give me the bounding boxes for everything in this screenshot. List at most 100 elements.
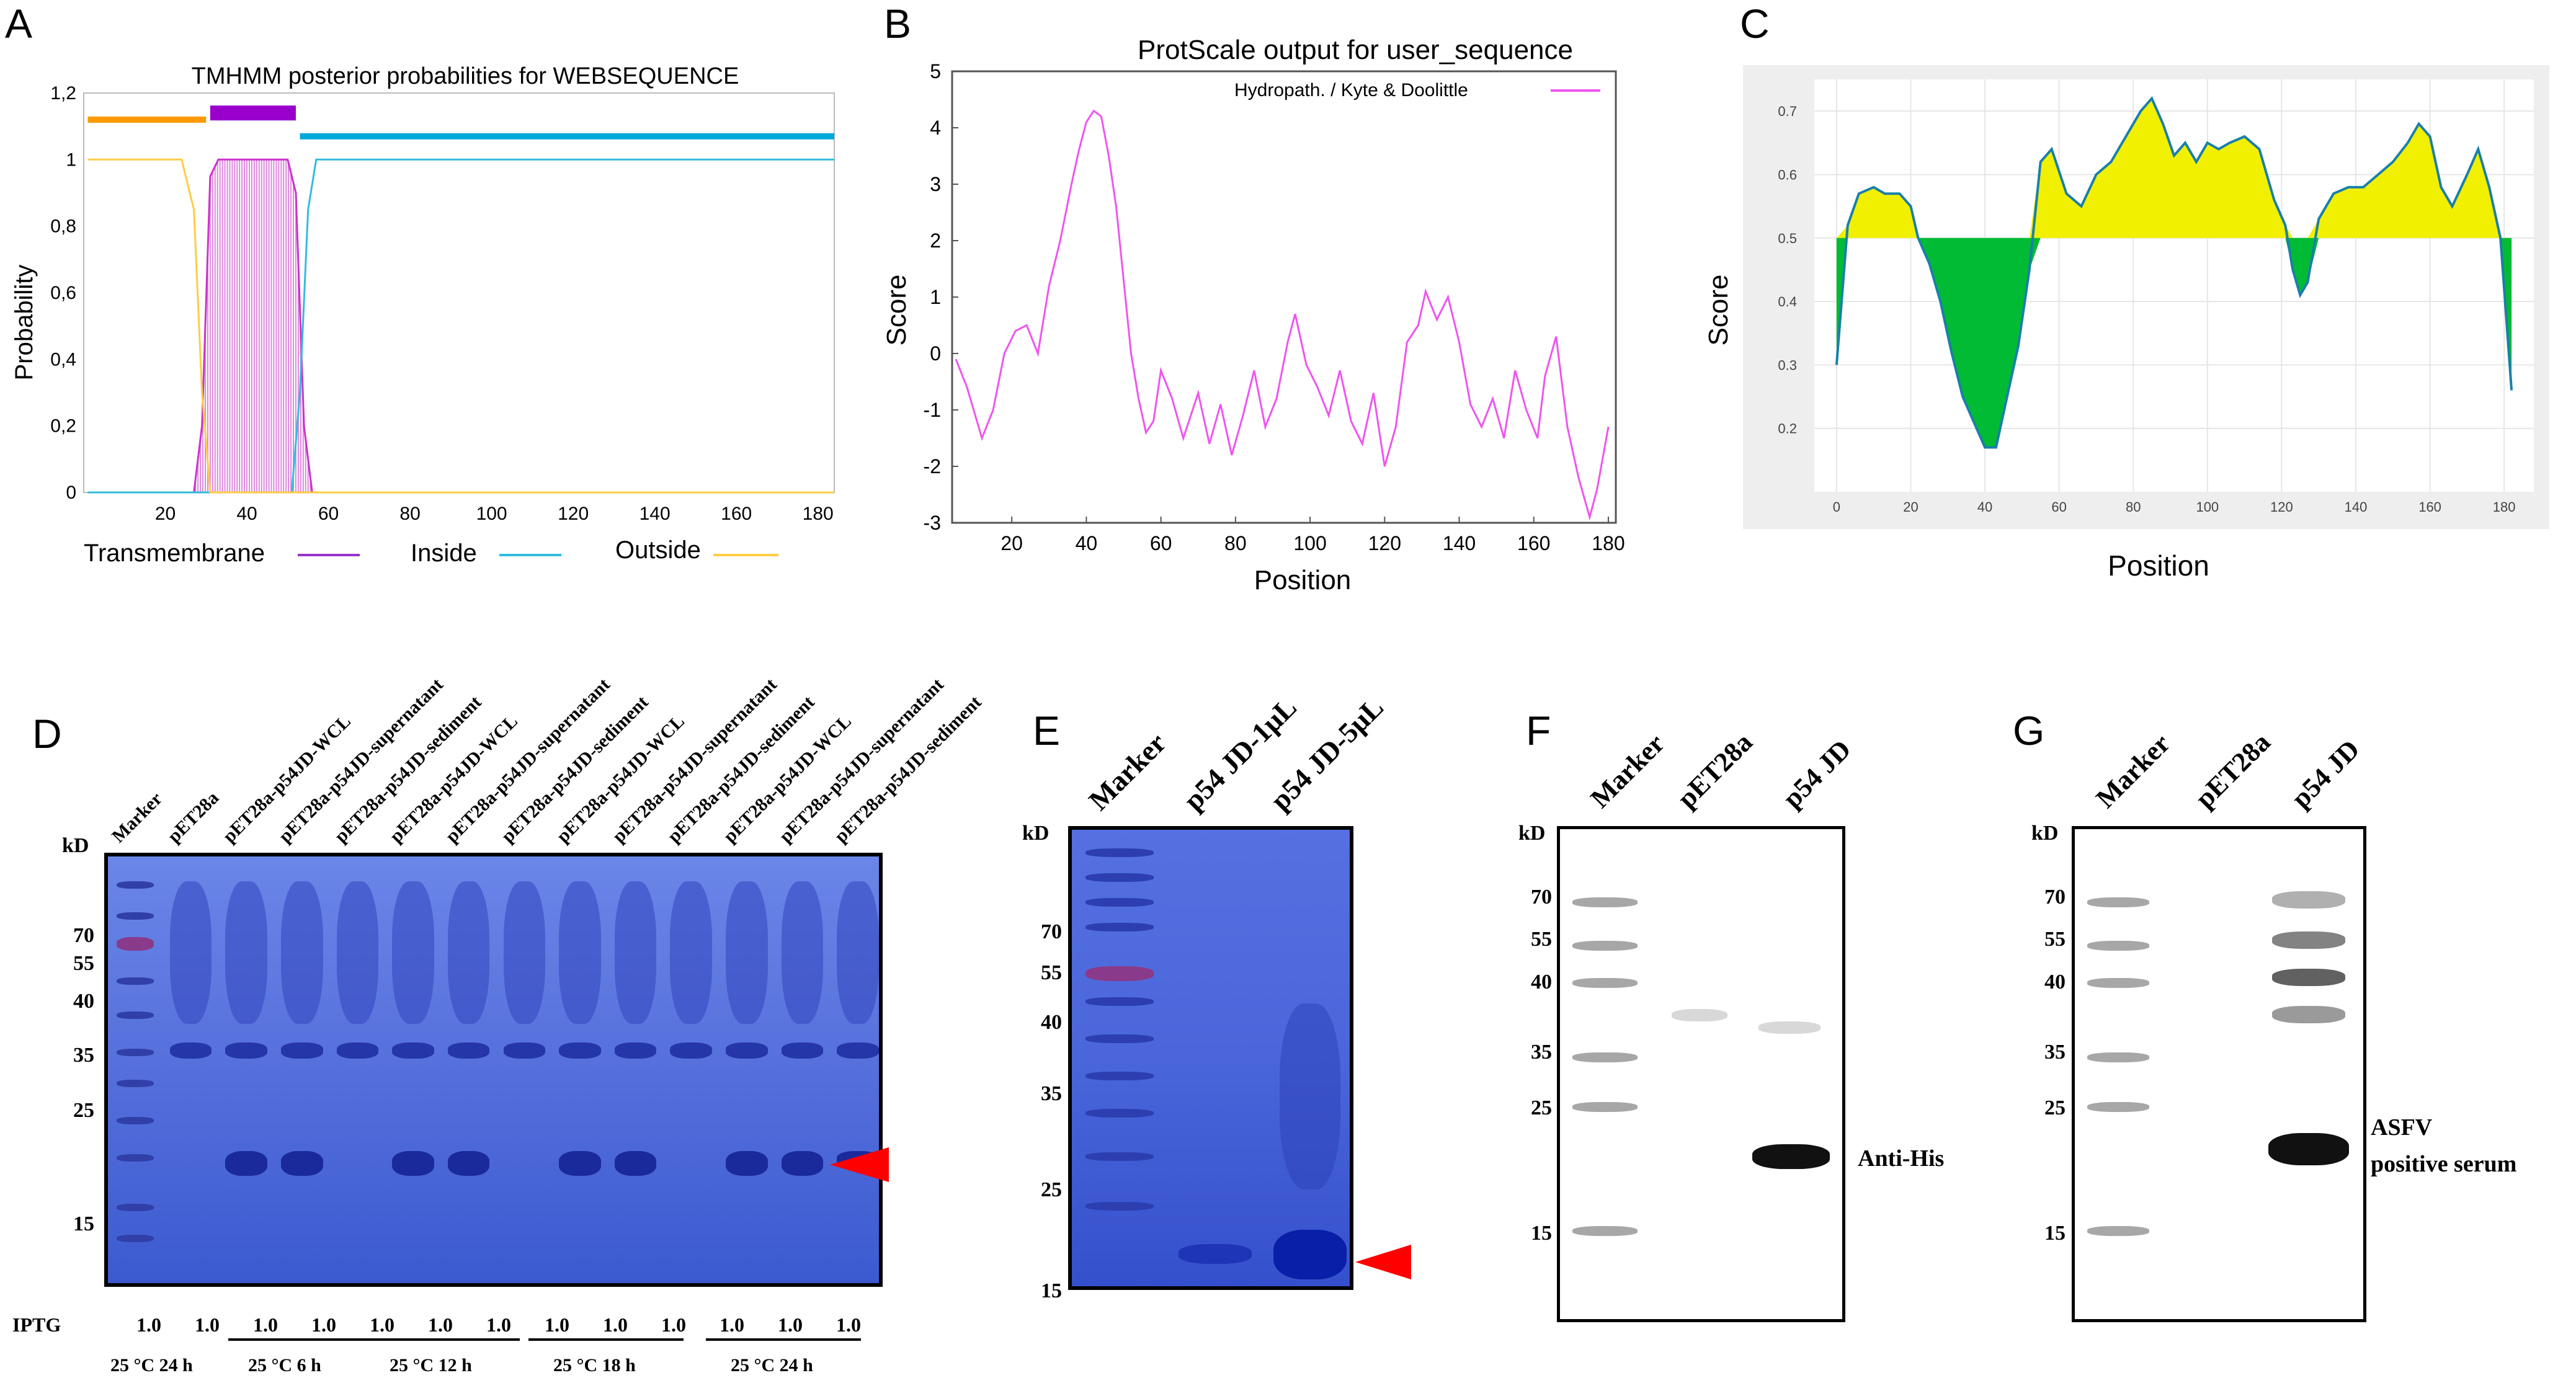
tmhmm-topology-inside — [300, 133, 835, 140]
gel-e-upper-smear — [1280, 1003, 1340, 1189]
gel-d-35kd-band — [781, 1043, 824, 1059]
gel-d-iptg-value: 1.0 — [370, 1314, 394, 1336]
gel-d-condition-underline — [365, 1338, 520, 1341]
blot-g-marker-band — [2087, 978, 2149, 988]
blot-g-marker-band — [2087, 1102, 2149, 1112]
protscale-title: ProtScale output for user_sequence — [1138, 35, 1573, 65]
panel-letter-e: E — [1033, 708, 1061, 754]
blot-g-image — [2072, 826, 2366, 1322]
protscale-y-tick: -1 — [924, 399, 941, 421]
blot-f-faint-band — [1758, 1021, 1821, 1034]
gel-d-condition-label: 25 °C 12 h — [390, 1355, 472, 1376]
gel-d-35kd-band — [169, 1043, 212, 1059]
tmhmm-topology-transmembrane — [210, 105, 296, 121]
tmhmm-x-tick: 140 — [640, 504, 671, 524]
protscale-y-tick: -3 — [924, 512, 941, 534]
gel-d-target-band — [447, 1151, 490, 1176]
gel-d-marker-band — [117, 1204, 154, 1211]
panel-letter-d: D — [32, 711, 62, 757]
gel-d-marker-label: 15 — [73, 1212, 94, 1235]
blot-f-lane-label: pET28a — [1671, 727, 1758, 814]
gel-d-condition-label: 25 °C 6 h — [248, 1355, 321, 1376]
tmhmm-legend-inside: Inside — [411, 540, 477, 567]
gel-e-marker-label: 55 — [1041, 961, 1062, 984]
protscale-plot-frame — [951, 70, 1617, 524]
gel-e-marker-band — [1085, 1072, 1154, 1080]
tmhmm-legend-transmembrane: Transmembrane — [84, 540, 265, 567]
blot-f-image — [1557, 826, 1845, 1322]
antigenicity-y-tick: 0.2 — [1778, 421, 1797, 437]
blot-g-upper-band — [2272, 891, 2345, 909]
tmhmm-line-transmembrane — [87, 158, 834, 494]
panel-letter-c: C — [1740, 1, 1770, 47]
tmhmm-x-tick: 40 — [236, 504, 257, 524]
gel-e-marker-band — [1085, 873, 1154, 882]
protscale-y-tick: 3 — [930, 173, 941, 195]
gel-d-35kd-band — [280, 1043, 323, 1059]
blot-f-marker-label: 70 — [1531, 886, 1552, 909]
antigenicity-y-tick: 0.7 — [1778, 104, 1797, 119]
antigenicity-fill-above — [1836, 98, 2512, 238]
blot-f-marker-label: 55 — [1531, 928, 1552, 951]
blot-f-bands — [1560, 829, 1842, 1319]
tmhmm-y-label: Probability — [11, 265, 38, 381]
protscale-x-tick: 140 — [1443, 532, 1476, 554]
gel-d-iptg-value: 1.0 — [311, 1314, 336, 1336]
blot-f-antibody-label: Anti-His — [1858, 1145, 1945, 1171]
gel-e-marker-label: 25 — [1041, 1178, 1062, 1201]
gel-d-condition-underline — [528, 1338, 684, 1341]
blot-g-upper-band — [2272, 969, 2345, 986]
blot-g-lane-label: Marker — [2090, 727, 2176, 814]
gel-e-band-1ul — [1179, 1244, 1252, 1264]
gel-d-condition-underline — [706, 1338, 861, 1341]
gel-e-marker-label: 15 — [1041, 1279, 1062, 1302]
protscale-y-tick: 4 — [930, 117, 941, 139]
protscale-chart: ProtScale output for user_sequence Hydro… — [881, 35, 1625, 595]
tmhmm-x-tick: 100 — [476, 504, 507, 524]
gel-d-target-band — [392, 1151, 434, 1176]
gel-e-marker-band — [1085, 898, 1154, 907]
tmhmm-x-tick: 20 — [155, 504, 176, 524]
antigenicity-y-tick: 0.4 — [1778, 294, 1797, 309]
gel-d-kd-label: kD — [62, 834, 89, 857]
gel-e-kd-label: kD — [1022, 822, 1050, 845]
protscale-legend-label: Hydropath. / Kyte & Doolittle — [1234, 80, 1468, 100]
tmhmm-x-tick: 180 — [803, 504, 834, 524]
gel-d-condition-label: 25 °C 24 h — [731, 1355, 813, 1376]
gel-d-35kd-band — [726, 1043, 768, 1059]
protscale-x-tick: 80 — [1224, 532, 1247, 554]
gel-d-marker-band — [117, 1154, 154, 1162]
tmhmm-x-tick: 80 — [399, 504, 420, 524]
gel-d-upper-smear — [614, 881, 657, 1024]
antigenicity-x-tick: 0 — [1833, 499, 1840, 515]
gel-d-upper-smear — [837, 881, 879, 1024]
tmhmm-y-tick: 0,8 — [50, 216, 76, 237]
tmhmm-x-tick: 160 — [721, 504, 752, 524]
protscale-y-label: Score — [881, 275, 912, 346]
gel-d-35kd-band — [336, 1043, 379, 1059]
antigenicity-x-tick: 120 — [2270, 499, 2293, 515]
blot-f-marker-band — [1572, 978, 1638, 988]
blot-f-marker-label: 25 — [1531, 1096, 1552, 1119]
gel-d-iptg-value: 1.0 — [661, 1314, 686, 1336]
gel-d-marker-band — [117, 937, 154, 951]
panel-letter-g: G — [2013, 708, 2045, 754]
gel-d-marker-band — [117, 1080, 154, 1087]
gel-d-target-band — [781, 1151, 824, 1176]
blot-g-lane-label: pET28a — [2189, 727, 2276, 814]
gel-d-35kd-band — [503, 1043, 546, 1059]
protscale-hydropathy-line — [955, 109, 1610, 521]
antigenicity-y-tick: 0.3 — [1778, 357, 1797, 373]
gel-d-35kd-band — [559, 1043, 601, 1059]
blot-g-marker-band — [2087, 897, 2149, 907]
protscale-x-tick: 180 — [1592, 532, 1624, 554]
tmhmm-y-tick: 0,6 — [50, 283, 76, 303]
blot-g-marker-label: 70 — [2044, 886, 2066, 909]
protscale-x-tick: 160 — [1517, 532, 1550, 554]
gel-d-iptg-value: 1.0 — [428, 1314, 453, 1336]
blot-f-lane-label: Marker — [1584, 727, 1670, 814]
tmhmm-y-tick: 0,2 — [50, 416, 76, 437]
blot-f-faint-band — [1672, 1009, 1727, 1021]
gel-d-lane-label: Marker — [107, 788, 166, 847]
gel-d-35kd-band — [670, 1043, 713, 1059]
